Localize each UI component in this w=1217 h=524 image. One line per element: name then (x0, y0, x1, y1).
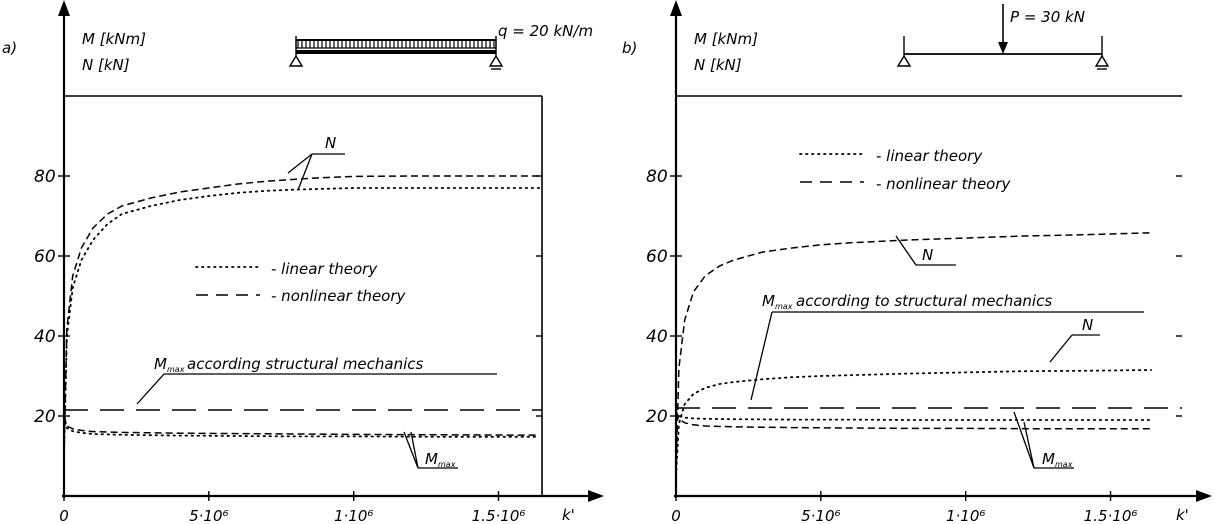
panel-b-ylabel-n: N [kN] (694, 56, 742, 74)
panel-a-label: a) (2, 39, 17, 57)
panel-a-ref-text: according structural mechanics (187, 355, 424, 373)
panel-b-m-annotation: M max (1013, 411, 1074, 469)
panel-a-series-N-nonlinear (63, 175, 540, 457)
panel-b-legend: - linear theory - nonlinear theory (799, 147, 1012, 193)
panel-a-ref-sub: max (167, 365, 185, 374)
panel-b-xtick-label: 5·10⁶ (801, 507, 840, 524)
panel-a-m-label: M (425, 450, 438, 468)
panel-b-n-upper-annotation: N (895, 235, 956, 266)
panel-b-legend-nonlinear: - nonlinear theory (876, 175, 1012, 193)
panel-a-legend-nonlinear: - nonlinear theory (271, 287, 407, 305)
panel-b-series-N-linear (675, 369, 1152, 477)
panel-a-ytick-label: 80 (34, 167, 56, 187)
panel-b-reference-label: M max according to structural mechanics (750, 292, 1144, 401)
panel-b-ytick-label: 20 (646, 407, 668, 427)
panel-b-xtick-label: 0 (671, 507, 681, 524)
panel-b-m-label: M (1042, 450, 1055, 468)
panel-b-legend-linear: - linear theory (876, 147, 983, 165)
panel-b-n-upper-label: N (922, 246, 933, 264)
panel-b-xtick-label: 1.5·10⁶ (1084, 507, 1138, 524)
panel-a-xtick-label: 1·10⁶ (334, 507, 373, 524)
panel-a-series-M-nonlinear (63, 415, 540, 436)
panel-a-beam-diagram (288, 36, 504, 70)
panel-b-series-M-linear (675, 411, 1152, 421)
panel-b-beam-diagram (896, 4, 1110, 70)
panel-b-xtick-label: 1·10⁶ (946, 507, 985, 524)
panel-b-series-M-nonlinear (675, 411, 1152, 430)
panel-a-ytick-label: 60 (34, 247, 56, 267)
panel-a-ytick-label: 20 (34, 407, 56, 427)
panel-b-ytick-label: 80 (646, 167, 668, 187)
panel-a-reference-label: M max according structural mechanics (136, 355, 497, 405)
panel-b-series-N-nonlinear (675, 232, 1152, 477)
panel-a-n-annotation: N (287, 134, 345, 191)
panel-b: b) M [kNm] N [kN] P = 30 kN k' 20406080 … (622, 0, 1212, 524)
panel-a-xtick-label: 1.5·10⁶ (472, 507, 526, 524)
panel-b-ytick-label: 40 (646, 327, 668, 347)
panel-b-ytick-label: 60 (646, 247, 668, 267)
panel-b-ref-text: according to structural mechanics (796, 292, 1052, 310)
panel-b-load-label: P = 30 kN (1010, 8, 1085, 26)
panel-b-ylabel-m: M [kNm] (694, 30, 758, 48)
panel-a-xtick-label: 5·10⁶ (189, 507, 228, 524)
panel-a-series-N-linear (63, 187, 540, 457)
panel-a-series-M-linear (63, 415, 540, 438)
panel-b-n-lower-annotation: N (1049, 316, 1100, 363)
panel-b-ref-sub: max (775, 302, 793, 311)
panel-a-m-sub: max (438, 460, 456, 469)
panel-a-ytick-label: 40 (34, 327, 56, 347)
panel-a-m-annotation: M max (403, 431, 458, 469)
panel-a-ylabel-m: M [kNm] (82, 30, 146, 48)
panel-a-n-label: N (325, 134, 336, 152)
panel-a: a) M [kNm] N [kN] q = 20 kN/m k' 20 40 60 8… (2, 0, 604, 524)
panel-b-n-lower-label: N (1082, 316, 1093, 334)
panel-b-label: b) (622, 39, 637, 57)
svg-text:M: M (154, 355, 167, 373)
panel-a-xlabel: k' (562, 506, 575, 524)
panel-a-legend: - linear theory - nonlinear theory (195, 260, 407, 305)
panel-a-legend-linear: - linear theory (271, 260, 378, 278)
svg-text:M: M (762, 292, 775, 310)
panel-b-m-sub: max (1055, 460, 1073, 469)
panel-a-ylabel-n: N [kN] (82, 56, 130, 74)
panel-a-load-label: q = 20 kN/m (498, 22, 593, 40)
panel-a-xtick-label: 0 (59, 507, 69, 524)
panel-b-xlabel: k' (1176, 506, 1189, 524)
